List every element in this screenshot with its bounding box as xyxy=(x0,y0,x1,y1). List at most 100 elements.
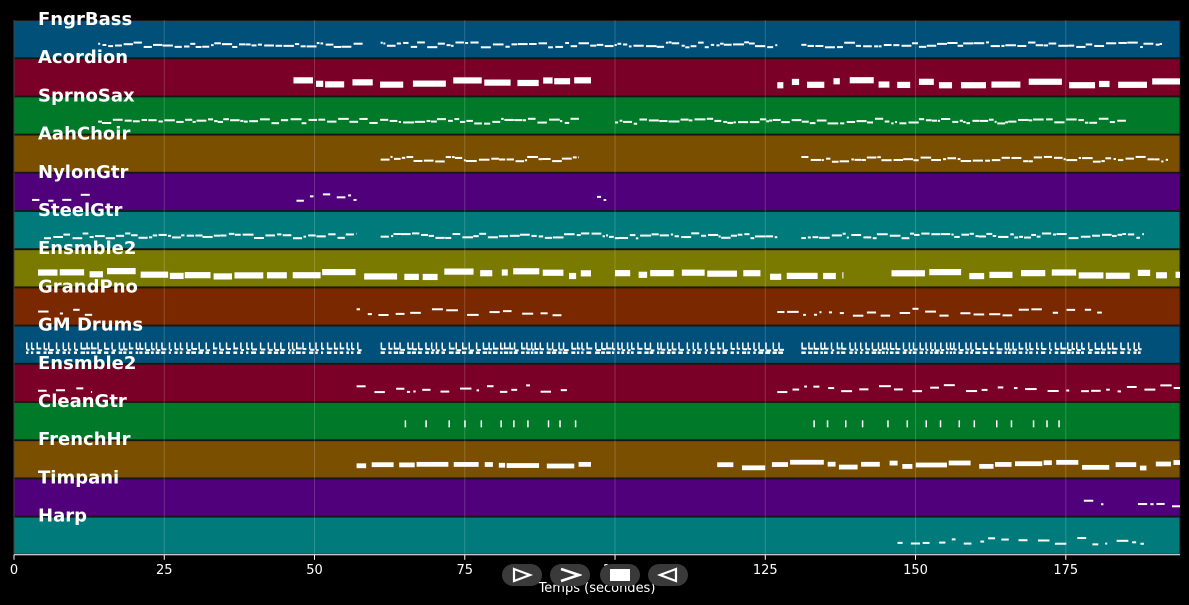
note-mark xyxy=(172,236,181,239)
note-mark xyxy=(603,199,607,202)
note-mark xyxy=(347,348,350,351)
note-mark xyxy=(240,351,244,354)
note-mark xyxy=(826,420,829,428)
note-mark xyxy=(123,351,127,354)
note-mark xyxy=(390,155,393,158)
note-mark xyxy=(678,342,680,350)
note-mark xyxy=(393,157,401,160)
note-mark xyxy=(777,311,785,314)
note-mark xyxy=(893,158,904,161)
note-mark xyxy=(504,118,514,121)
track-label: Harp xyxy=(38,506,87,527)
note-mark xyxy=(918,118,925,121)
note-mark xyxy=(884,120,890,123)
note-mark xyxy=(863,236,872,239)
note-mark xyxy=(970,351,973,354)
note-mark xyxy=(412,80,446,87)
note-mark xyxy=(219,351,224,354)
note-mark xyxy=(861,158,866,161)
note-mark xyxy=(580,270,591,277)
note-mark xyxy=(1138,342,1140,350)
note-mark xyxy=(143,45,152,48)
note-mark xyxy=(484,462,493,467)
note-mark xyxy=(128,342,131,350)
note-mark xyxy=(491,157,499,160)
note-mark xyxy=(1047,389,1059,392)
note-mark xyxy=(315,342,317,350)
note-mark xyxy=(527,155,539,158)
note-mark xyxy=(1088,348,1093,351)
note-mark xyxy=(538,235,544,238)
note-mark xyxy=(656,45,665,48)
note-mark xyxy=(730,351,734,354)
note-mark xyxy=(744,233,750,236)
note-mark xyxy=(711,348,716,351)
note-mark xyxy=(252,348,258,351)
note-mark xyxy=(902,351,907,354)
note-mark xyxy=(570,45,578,48)
note-mark xyxy=(823,272,836,280)
note-mark xyxy=(1053,156,1063,159)
note-mark xyxy=(1107,351,1111,354)
stop-button[interactable] xyxy=(600,564,640,586)
note-mark xyxy=(168,342,171,350)
note-mark xyxy=(221,43,233,46)
note-mark xyxy=(807,236,811,239)
rewind-button[interactable] xyxy=(648,564,688,586)
note-mark xyxy=(881,342,884,350)
note-mark xyxy=(26,342,28,350)
note-mark xyxy=(91,342,93,350)
note-mark xyxy=(611,342,614,350)
note-mark xyxy=(973,313,985,316)
forward-button[interactable] xyxy=(550,564,590,586)
note-mark xyxy=(824,46,835,49)
note-mark xyxy=(161,342,163,350)
note-mark xyxy=(72,237,83,240)
note-mark xyxy=(30,351,34,354)
note-mark xyxy=(357,342,359,350)
track-band xyxy=(13,172,1181,212)
note-mark xyxy=(453,77,482,84)
note-mark xyxy=(564,233,575,236)
track-label: CleanGtr xyxy=(38,391,127,412)
note-mark xyxy=(1031,308,1042,311)
note-mark xyxy=(1066,308,1076,311)
x-tick-label: 0 xyxy=(10,563,18,578)
note-mark xyxy=(983,348,989,351)
note-mark xyxy=(1010,420,1013,428)
note-mark xyxy=(947,157,957,160)
note-mark xyxy=(1092,234,1100,237)
note-mark xyxy=(849,342,851,350)
note-mark xyxy=(84,313,93,316)
note-mark xyxy=(912,390,923,393)
note-mark xyxy=(380,81,404,88)
note-mark xyxy=(1046,118,1053,121)
note-mark xyxy=(67,351,71,354)
note-mark xyxy=(55,351,60,354)
note-mark xyxy=(97,342,99,350)
track-label: Timpani xyxy=(38,467,119,488)
note-mark xyxy=(645,45,657,48)
note-mark xyxy=(949,342,952,350)
note-mark xyxy=(921,232,930,235)
note-mark xyxy=(62,342,65,350)
note-mark xyxy=(743,348,748,351)
note-mark xyxy=(957,158,961,161)
note-mark xyxy=(1028,41,1036,44)
note-mark xyxy=(638,347,643,350)
note-mark xyxy=(539,351,543,354)
note-mark xyxy=(225,342,228,350)
note-mark xyxy=(537,121,547,124)
note-mark xyxy=(775,44,778,47)
note-mark xyxy=(411,351,416,354)
note-mark xyxy=(730,342,733,350)
note-mark xyxy=(383,42,386,45)
note-mark xyxy=(836,342,839,350)
play-button[interactable] xyxy=(502,564,542,586)
note-mark xyxy=(326,351,332,354)
note-mark xyxy=(128,351,133,354)
note-mark xyxy=(465,41,469,44)
note-mark xyxy=(403,121,414,124)
note-mark xyxy=(914,233,920,236)
note-mark xyxy=(546,463,575,469)
